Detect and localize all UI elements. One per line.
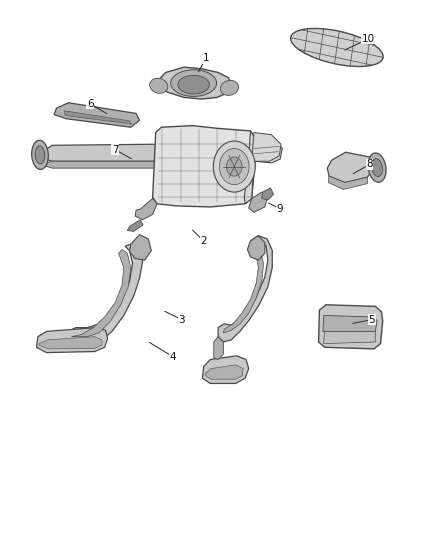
Polygon shape bbox=[36, 328, 108, 353]
Ellipse shape bbox=[32, 140, 48, 169]
Polygon shape bbox=[130, 235, 151, 260]
Polygon shape bbox=[327, 152, 375, 182]
Polygon shape bbox=[64, 111, 132, 124]
Polygon shape bbox=[205, 365, 243, 379]
Ellipse shape bbox=[290, 28, 383, 67]
Ellipse shape bbox=[178, 75, 209, 94]
Ellipse shape bbox=[171, 70, 217, 96]
Text: 3: 3 bbox=[179, 314, 185, 325]
Polygon shape bbox=[249, 192, 267, 212]
Polygon shape bbox=[157, 67, 231, 99]
Ellipse shape bbox=[368, 153, 386, 182]
Text: 2: 2 bbox=[201, 236, 207, 246]
Text: 9: 9 bbox=[277, 204, 283, 214]
Polygon shape bbox=[127, 220, 143, 231]
Text: 4: 4 bbox=[170, 352, 177, 362]
Text: 8: 8 bbox=[366, 159, 373, 169]
Text: 6: 6 bbox=[87, 99, 93, 109]
Text: 1: 1 bbox=[203, 53, 209, 63]
Polygon shape bbox=[328, 176, 367, 189]
Polygon shape bbox=[65, 243, 143, 352]
Polygon shape bbox=[323, 316, 377, 332]
Polygon shape bbox=[39, 337, 102, 349]
Circle shape bbox=[219, 149, 249, 184]
Polygon shape bbox=[247, 236, 265, 260]
Circle shape bbox=[213, 141, 255, 192]
Polygon shape bbox=[262, 188, 274, 200]
Ellipse shape bbox=[220, 80, 239, 95]
Text: 7: 7 bbox=[112, 144, 118, 155]
Text: 10: 10 bbox=[362, 34, 375, 44]
Polygon shape bbox=[54, 103, 140, 127]
Ellipse shape bbox=[150, 78, 168, 93]
Polygon shape bbox=[318, 305, 383, 349]
Ellipse shape bbox=[35, 146, 45, 164]
Polygon shape bbox=[40, 144, 170, 161]
Polygon shape bbox=[152, 126, 256, 207]
Polygon shape bbox=[324, 332, 375, 344]
Polygon shape bbox=[41, 157, 170, 168]
Circle shape bbox=[226, 157, 242, 176]
Polygon shape bbox=[218, 236, 272, 342]
Polygon shape bbox=[244, 131, 283, 204]
Polygon shape bbox=[135, 198, 157, 220]
Polygon shape bbox=[202, 356, 249, 383]
Polygon shape bbox=[252, 133, 281, 161]
Polygon shape bbox=[223, 244, 264, 333]
Ellipse shape bbox=[371, 159, 382, 176]
Polygon shape bbox=[71, 249, 131, 337]
Polygon shape bbox=[214, 337, 223, 360]
Text: 5: 5 bbox=[368, 314, 375, 325]
